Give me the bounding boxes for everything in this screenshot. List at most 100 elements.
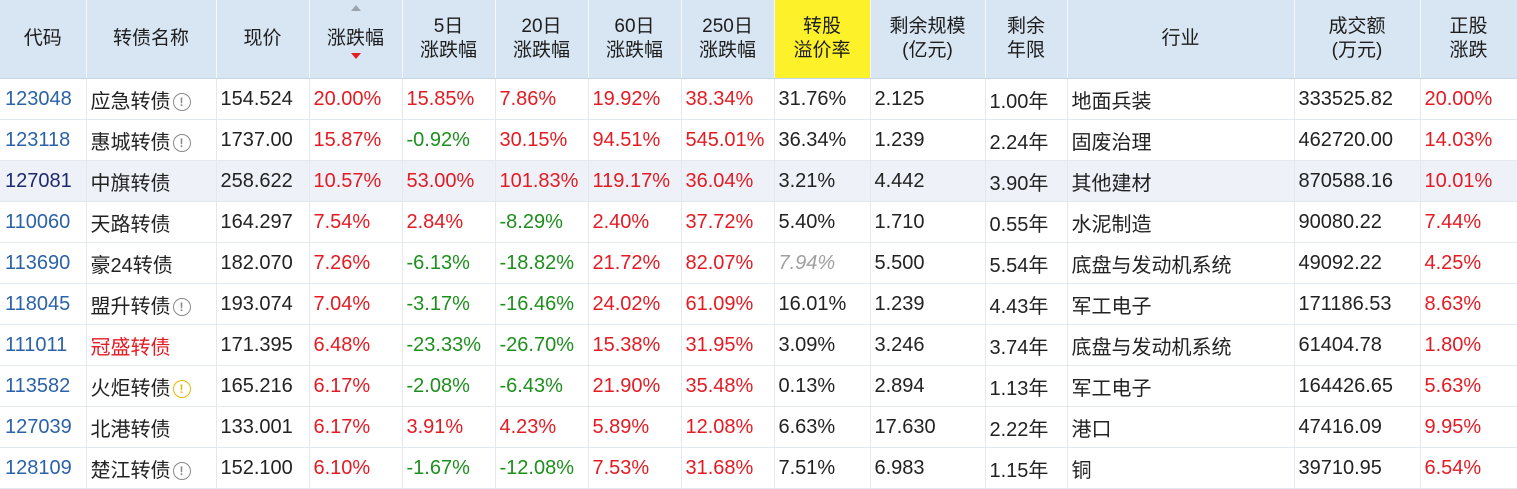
table-row[interactable]: 110060 天路转债 164.297 7.54% 2.84% -8.29% 2.40% 37…	[0, 201, 1517, 243]
remaining-scale-cell: 1.239	[870, 283, 986, 325]
bond-name-link[interactable]: 北港转债	[86, 406, 217, 448]
table-row[interactable]: 118045 盟升转债! 193.074 7.04% -3.17% -16.46% 24.0…	[0, 283, 1517, 325]
table-row[interactable]: 113582 火炬转债! 165.216 6.17% -2.08% -6.43% 21.90…	[0, 365, 1517, 407]
table-row[interactable]: 123118 惠城转债! 1737.00 15.87% -0.92% 30.15% 94.5…	[0, 119, 1517, 161]
bond-code-link[interactable]: 128109	[0, 447, 87, 489]
industry-cell-value: 铜	[1071, 459, 1092, 482]
premium-cell: 0.13%	[774, 365, 871, 407]
column-header-chg[interactable]: 涨跌幅	[309, 0, 403, 79]
bond-code-link[interactable]: 123048	[0, 78, 87, 120]
stock-change-cell: 5.63%	[1420, 365, 1517, 407]
bond-code-link[interactable]: 111011	[0, 324, 87, 366]
column-header-chg5[interactable]: 5日 涨跌幅	[402, 0, 496, 79]
change-cell: 6.17%	[309, 365, 403, 407]
column-header-premium[interactable]: 转股 溢价率	[774, 0, 871, 79]
bond-name-link-value: 天路转债	[90, 213, 171, 236]
bond-code-link[interactable]: 113582	[0, 365, 87, 407]
bond-name-link-value: 惠城转债	[90, 131, 171, 154]
volume-cell: 333525.82	[1294, 78, 1421, 120]
column-header-scale[interactable]: 剩余规模 (亿元)	[870, 0, 986, 79]
bond-code-link[interactable]: 123118	[0, 119, 87, 161]
volume-cell-value: 333525.82	[1298, 87, 1394, 110]
volume-cell-value: 61404.78	[1298, 333, 1382, 356]
price-cell: 1737.00	[216, 119, 310, 161]
change-cell-value: 6.10%	[313, 456, 371, 479]
bond-name-link[interactable]: 天路转债	[86, 201, 217, 243]
change-cell-value: 15.87%	[313, 128, 382, 151]
bond-name-link[interactable]: 中旗转债	[86, 160, 217, 202]
bond-name-link[interactable]: 应急转债!	[86, 78, 217, 120]
industry-cell-value: 水泥制造	[1071, 213, 1152, 236]
premium-cell-value: 36.34%	[778, 128, 847, 151]
column-header-code[interactable]: 代码	[0, 0, 87, 79]
change-60d-cell: 119.17%	[588, 160, 682, 202]
change-60d-cell-value: 119.17%	[592, 169, 670, 192]
warning-icon[interactable]: !	[172, 379, 191, 398]
bond-code-link[interactable]: 110060	[0, 201, 87, 243]
column-header-name[interactable]: 转债名称	[86, 0, 217, 79]
bond-name-link[interactable]: 火炬转债!	[86, 365, 217, 407]
premium-cell: 6.63%	[774, 406, 871, 448]
volume-cell: 171186.53	[1294, 283, 1421, 325]
column-header-label: 涨跌幅	[326, 28, 384, 49]
change-20d-cell-value: -18.82%	[499, 251, 575, 274]
change-5d-cell: -2.08%	[402, 365, 496, 407]
change-250d-cell: 35.48%	[681, 365, 775, 407]
remaining-years-cell: 2.24年	[985, 119, 1068, 161]
info-icon[interactable]: !	[172, 92, 191, 111]
info-icon[interactable]: !	[172, 133, 191, 152]
bond-name-link[interactable]: 楚江转债!	[86, 447, 217, 489]
remaining-years-cell: 1.00年	[985, 78, 1068, 120]
premium-cell: 3.09%	[774, 324, 871, 366]
premium-cell: 36.34%	[774, 119, 871, 161]
volume-cell-value: 164426.65	[1298, 374, 1394, 397]
change-cell-value: 7.04%	[313, 292, 371, 315]
remaining-scale-cell-value: 1.239	[874, 128, 925, 151]
column-header-industry[interactable]: 行业	[1067, 0, 1295, 79]
volume-cell: 462720.00	[1294, 119, 1421, 161]
table-row[interactable]: 123048 应急转债! 154.524 20.00% 15.85% 7.86% 19.92…	[0, 78, 1517, 120]
column-header-stockchg[interactable]: 正股 涨跌	[1420, 0, 1517, 79]
column-header-years[interactable]: 剩余 年限	[985, 0, 1068, 79]
change-60d-cell-value: 24.02%	[592, 292, 661, 315]
info-icon[interactable]: !	[172, 461, 191, 480]
bond-code-link-value: 113690	[5, 251, 71, 274]
change-250d-cell-value: 37.72%	[685, 210, 754, 233]
table-row[interactable]: 113690 豪24转债 182.070 7.26% -6.13% -18.82% 21.7…	[0, 242, 1517, 284]
column-header-sublabel: 年限	[1006, 40, 1045, 61]
table-row[interactable]: 111011 冠盛转债 171.395 6.48% -23.33% -26.70% 15.3…	[0, 324, 1517, 366]
bond-name-link[interactable]: 豪24转债	[86, 242, 217, 284]
bond-code-link[interactable]: 113690	[0, 242, 87, 284]
premium-cell: 3.21%	[774, 160, 871, 202]
column-header-chg60[interactable]: 60日 涨跌幅	[588, 0, 682, 79]
change-60d-cell: 5.89%	[588, 406, 682, 448]
bond-name-link[interactable]: 惠城转债!	[86, 119, 217, 161]
change-250d-cell-value: 35.48%	[685, 374, 754, 397]
volume-cell-value: 870588.16	[1298, 169, 1394, 192]
change-250d-cell: 31.68%	[681, 447, 775, 489]
premium-cell-value: 6.63%	[778, 415, 836, 438]
bond-code-link[interactable]: 127081	[0, 160, 87, 202]
change-250d-cell: 545.01%	[681, 119, 775, 161]
column-header-chg20[interactable]: 20日 涨跌幅	[495, 0, 589, 79]
bond-code-link[interactable]: 127039	[0, 406, 87, 448]
change-cell-value: 6.17%	[313, 374, 371, 397]
change-5d-cell: -6.13%	[402, 242, 496, 284]
change-cell: 6.17%	[309, 406, 403, 448]
bond-name-link-value: 楚江转债	[90, 459, 171, 482]
column-header-volume[interactable]: 成交额 (万元)	[1294, 0, 1421, 79]
volume-cell: 47416.09	[1294, 406, 1421, 448]
bond-code-link[interactable]: 118045	[0, 283, 87, 325]
info-icon[interactable]: !	[172, 297, 191, 316]
price-cell: 152.100	[216, 447, 310, 489]
volume-cell: 870588.16	[1294, 160, 1421, 202]
table-row[interactable]: 128109 楚江转债! 152.100 6.10% -1.67% -12.08% 7.53…	[0, 447, 1517, 489]
column-header-chg250[interactable]: 250日 涨跌幅	[681, 0, 775, 79]
table-row[interactable]: 127039 北港转债 133.001 6.17% 3.91% 4.23% 5.89% 12.…	[0, 406, 1517, 448]
bond-name-link[interactable]: 冠盛转债	[86, 324, 217, 366]
column-header-price[interactable]: 现价	[216, 0, 310, 79]
change-cell: 10.57%	[309, 160, 403, 202]
stock-change-cell-value: 8.63%	[1424, 292, 1482, 315]
table-row[interactable]: 127081 中旗转债 258.622 10.57% 53.00% 101.83% 119.…	[0, 160, 1517, 202]
bond-name-link[interactable]: 盟升转债!	[86, 283, 217, 325]
